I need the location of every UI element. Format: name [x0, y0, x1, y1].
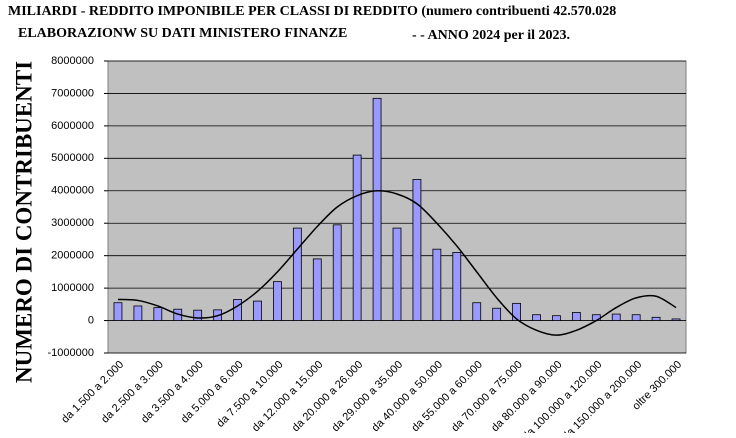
bar	[651, 316, 661, 321]
x-tick-label: da 55.000 a 60.000	[409, 359, 485, 433]
y-tick-label: 8000000	[51, 55, 94, 67]
x-tick-label: da 29.000 a 35.000	[330, 359, 406, 433]
y-tick-label: 2000000	[51, 250, 94, 262]
bar	[472, 302, 482, 321]
bar	[113, 302, 123, 321]
y-tick-label: 3000000	[51, 217, 94, 229]
bar	[492, 307, 502, 321]
chart-title: MILIARDI - REDDITO IMPONIBILE PER CLASSI…	[8, 4, 616, 19]
bar	[512, 302, 521, 321]
x-tick-label: da 7.500 a 10.000	[214, 359, 285, 430]
bar	[631, 314, 641, 321]
bar	[532, 314, 541, 321]
chart-subtitle: - - ANNO 2024 per il 2023.	[412, 28, 570, 43]
bar	[552, 315, 561, 321]
y-tick-label: 4000000	[51, 185, 94, 197]
y-tick-label: -1000000	[48, 347, 95, 359]
bar	[292, 227, 302, 321]
bar	[452, 252, 462, 321]
trendline	[117, 190, 677, 336]
bar	[312, 258, 322, 321]
bar	[153, 307, 163, 321]
y-tick-label: 5000000	[51, 152, 94, 164]
bar	[412, 179, 422, 321]
bar	[273, 281, 282, 321]
x-tick-label: da 20.000 a 26.000	[290, 359, 366, 433]
bar	[372, 97, 382, 321]
y-tick-label: 7000000	[51, 87, 94, 99]
bar	[193, 309, 203, 321]
bar	[253, 300, 262, 321]
x-tick-label: da 80.000 a 90.000	[489, 359, 565, 433]
y-tick-label: 1000000	[51, 282, 94, 294]
x-tick-label: da 12.000 a 15.000	[250, 359, 326, 433]
y-tick-label: 0	[88, 314, 94, 326]
bar	[671, 318, 681, 321]
bar	[332, 224, 342, 321]
bar	[571, 312, 581, 321]
bar	[133, 305, 143, 321]
bar	[611, 313, 621, 321]
bar	[352, 154, 362, 321]
bar	[432, 248, 442, 321]
chart-subtitle: ELABORAZIONW SU DATI MINISTERO FINANZE	[18, 26, 347, 41]
bar	[233, 299, 242, 321]
x-tick-label: da 40.000 a 50.000	[370, 359, 446, 433]
y-axis-label: NUMERO DI CONTRIBUENTI	[11, 61, 36, 383]
bar	[392, 227, 402, 321]
x-tick-label: da 70.000 a 75.000	[449, 359, 525, 433]
y-tick-label: 6000000	[51, 120, 94, 132]
